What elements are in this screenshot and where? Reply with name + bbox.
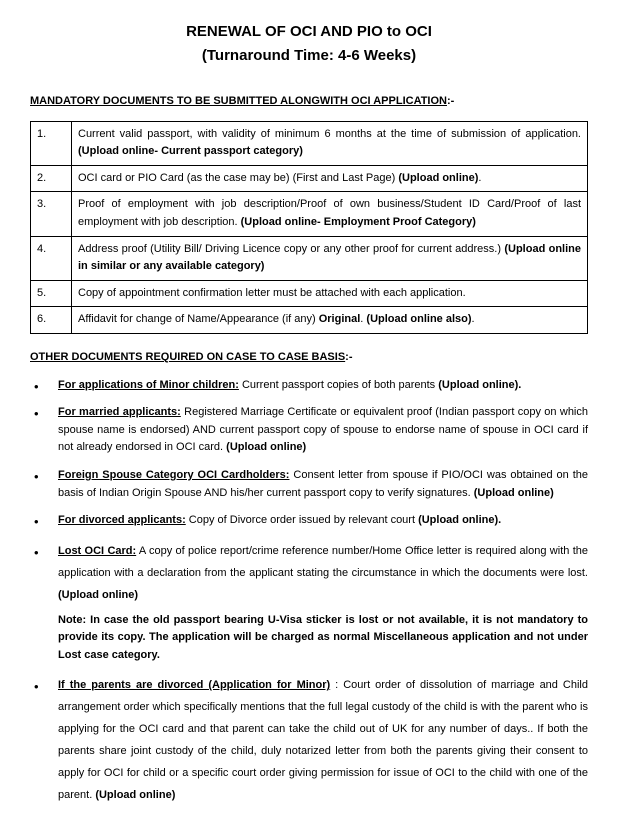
case-note: Note: In case the old passport bearing U… [58, 612, 588, 665]
case-label: For divorced applicants: [58, 514, 186, 526]
section1-heading-row: MANDATORY DOCUMENTS TO BE SUBMITTED ALON… [30, 93, 588, 111]
row-number: 3. [31, 192, 72, 236]
case-bold: (Upload online) [95, 789, 175, 801]
row-number: 5. [31, 280, 72, 307]
case-bold: (Upload online) [58, 589, 138, 601]
row-bold: (Upload online- Employment Proof Categor… [241, 216, 476, 228]
case-label: For married applicants: [58, 406, 181, 418]
case-label: Lost OCI Card: [58, 545, 136, 557]
row-number: 2. [31, 165, 72, 192]
table-row: 5. Copy of appointment confirmation lette… [31, 280, 588, 307]
row-text: OCI card or PIO Card (as the case may be… [72, 165, 588, 192]
section1-suffix: :- [447, 95, 454, 107]
section1-heading: MANDATORY DOCUMENTS TO BE SUBMITTED ALON… [30, 95, 447, 107]
list-item: If the parents are divorced (Application… [30, 674, 588, 806]
table-row: 4. Address proof (Utility Bill/ Driving L… [31, 236, 588, 280]
table-row: 6. Affidavit for change of Name/Appearanc… [31, 307, 588, 334]
table-row: 3.Proof of employment with job descripti… [31, 192, 588, 236]
case-label: Foreign Spouse Category OCI Cardholders: [58, 469, 289, 481]
title-line1: RENEWAL OF OCI AND PIO to OCI [30, 20, 588, 44]
row-bold2: (Upload online also) [366, 313, 471, 325]
mandatory-documents-table: 1. Current valid passport, with validity … [30, 121, 588, 334]
case-text: : Court order of dissolution of marriage… [58, 679, 588, 801]
row-number: 4. [31, 236, 72, 280]
row-text: Current valid passport, with validity of… [72, 121, 588, 165]
case-bold: (Upload online) [474, 487, 554, 499]
list-item: Foreign Spouse Category OCI Cardholders:… [30, 467, 588, 502]
case-text: A copy of police report/crime reference … [58, 545, 588, 579]
row-bold: (Upload online) [398, 172, 478, 184]
row-bold: Original [319, 313, 361, 325]
row-tail2: . [472, 313, 475, 325]
case-list: For applications of Minor children: Curr… [30, 377, 588, 807]
row-desc: Affidavit for change of Name/Appearance … [78, 313, 319, 325]
case-text: Copy of Divorce order issued by relevant… [186, 514, 418, 526]
table-row: 1. Current valid passport, with validity … [31, 121, 588, 165]
list-item: For divorced applicants: Copy of Divorce… [30, 512, 588, 530]
row-tail: . [478, 172, 481, 184]
row-number: 6. [31, 307, 72, 334]
row-desc: OCI card or PIO Card (as the case may be… [78, 172, 398, 184]
row-desc: Copy of appointment confirmation letter … [78, 287, 466, 299]
row-text: Address proof (Utility Bill/ Driving Lic… [72, 236, 588, 280]
row-number: 1. [31, 121, 72, 165]
section2-heading: OTHER DOCUMENTS REQUIRED ON CASE TO CASE… [30, 351, 345, 363]
list-item: For married applicants: Registered Marri… [30, 404, 588, 457]
row-text: Copy of appointment confirmation letter … [72, 280, 588, 307]
case-label: For applications of Minor children: [58, 379, 239, 391]
row-text: Affidavit for change of Name/Appearance … [72, 307, 588, 334]
table-row: 2. OCI card or PIO Card (as the case may … [31, 165, 588, 192]
section2-heading-row: OTHER DOCUMENTS REQUIRED ON CASE TO CASE… [30, 349, 588, 367]
title-line2: (Turnaround Time: 4-6 Weeks) [30, 44, 588, 68]
case-bold: (Upload online). [418, 514, 501, 526]
case-bold: (Upload online) [226, 441, 306, 453]
case-label: If the parents are divorced (Application… [58, 679, 330, 691]
list-item: Lost OCI Card: A copy of police report/c… [30, 540, 588, 665]
title-block: RENEWAL OF OCI AND PIO to OCI (Turnaroun… [30, 20, 588, 68]
row-text: Proof of employment with job description… [72, 192, 588, 236]
case-bold: (Upload online). [438, 379, 521, 391]
section2-suffix: :- [345, 351, 352, 363]
row-desc: Address proof (Utility Bill/ Driving Lic… [78, 243, 504, 255]
row-bold: (Upload online- Current passport categor… [78, 145, 303, 157]
row-desc: Current valid passport, with validity of… [78, 128, 581, 140]
case-text: Current passport copies of both parents [239, 379, 438, 391]
list-item: For applications of Minor children: Curr… [30, 377, 588, 395]
